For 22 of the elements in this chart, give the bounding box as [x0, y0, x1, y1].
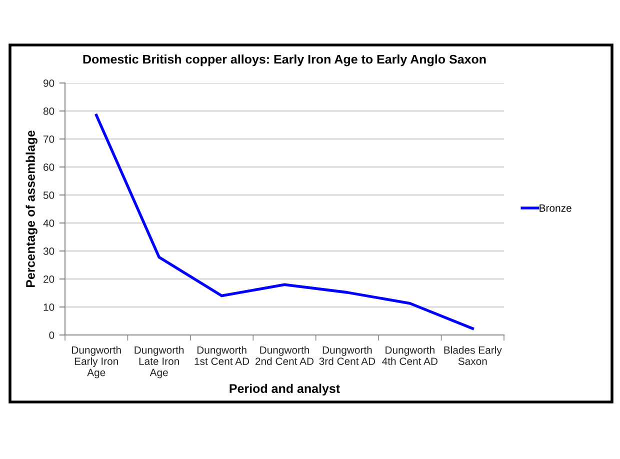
x-tick-label: Dungworth 1st Cent AD [194, 346, 250, 365]
y-axis-title: Percentage of assemblage [26, 130, 38, 288]
x-tick-label: Blades Early Saxon [444, 346, 502, 365]
y-tick-label: 30 [43, 248, 54, 255]
x-tick-label: Dungworth 4th Cent AD [382, 346, 438, 365]
y-tick-label: 60 [44, 164, 54, 171]
chart-title: Domestic British copper alloys: Early Iron Age to Early Anglo Saxon [83, 54, 486, 66]
legend-label: Bronze [540, 204, 572, 212]
y-tick-label: 70 [44, 136, 54, 143]
x-tick-label: Dungworth 3rd Cent AD [319, 346, 376, 365]
line-series [94, 114, 474, 330]
y-tick-label: 40 [43, 220, 54, 227]
x-axis-title: Period and analyst [230, 384, 340, 396]
x-tick-label: Dungworth Late Iron Age [134, 346, 184, 378]
y-tick-label: 50 [43, 192, 54, 199]
x-tick-label: Dungworth Early Iron Age [72, 346, 121, 378]
y-tick-label: 0 [49, 332, 54, 339]
y-tick-label: 90 [43, 80, 54, 87]
y-tick-label: 80 [43, 108, 54, 115]
x-tick-label: Dungworth 2nd Cent AD [255, 346, 314, 365]
y-tick-label: 20 [44, 276, 54, 283]
y-tick-label: 10 [44, 304, 54, 311]
